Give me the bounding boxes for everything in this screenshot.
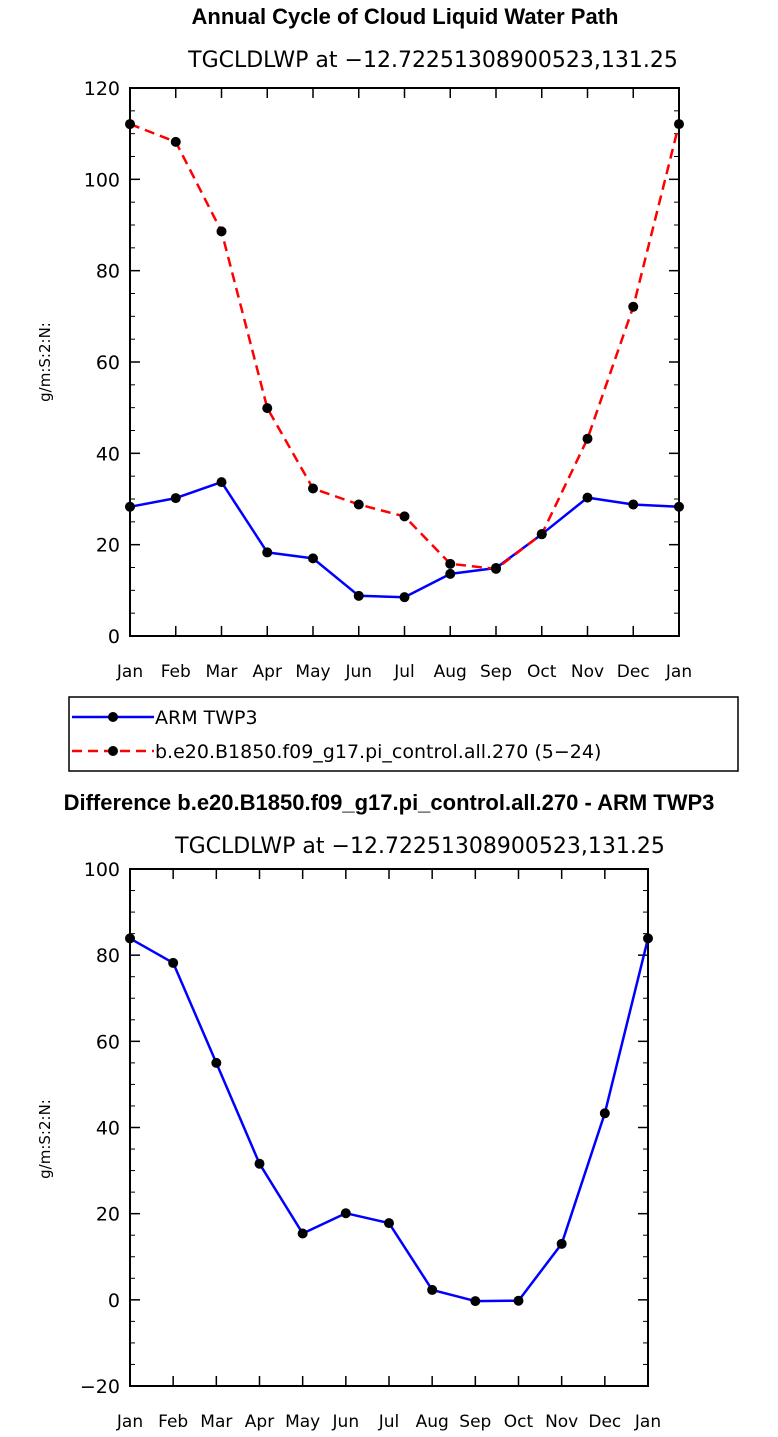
chart2-series-1-point: [513, 1295, 524, 1306]
chart2-ytick-label: 80: [96, 945, 120, 967]
chart1-series-1-point: [445, 568, 456, 579]
chart1-ytick-label: 80: [96, 261, 120, 283]
chart1-series-2-line: [129, 122, 681, 571]
chart2-xtick-label: Mar: [200, 1412, 232, 1432]
chart1-series-1-line: [129, 480, 680, 599]
chart2-series-1-point: [297, 1228, 308, 1239]
chart2-ytick-label: −20: [80, 1376, 120, 1398]
chart2-ytick-label: 0: [108, 1290, 120, 1312]
chart1-series-2-point: [445, 558, 456, 569]
chart2-xtick-label: Jun: [332, 1412, 360, 1432]
legend-label-series-2: b.e20.B1850.f09_g17.pi_control.all.270 (…: [155, 741, 601, 763]
chart1-xtick-label: Jul: [393, 662, 415, 682]
chart2-ytick-label: 100: [84, 859, 120, 881]
chart2-series-1-point: [125, 933, 135, 944]
chart2-series-1-point: [168, 957, 179, 968]
chart1-series-2-point: [582, 433, 593, 444]
chart1-series-1-point: [216, 477, 227, 488]
chart2-series-1-point: [340, 1208, 351, 1219]
chart2-ytick-label: 60: [96, 1031, 120, 1053]
chart1-xtick-label: Apr: [253, 662, 282, 682]
chart2-xtick-label: Dec: [588, 1412, 621, 1432]
chart1-y-axis-label: g/m:S:2:N:: [36, 322, 54, 402]
legend: ARM TWP3 b.e20.B1850.f09_g17.pi_control.…: [68, 696, 739, 772]
chart2-series-1-point: [427, 1284, 438, 1295]
chart2-xtick-label: Jan: [116, 1412, 143, 1432]
chart2-xtick-label: May: [285, 1412, 320, 1432]
chart2-y-axis-label: g/m:S:2:N:: [36, 1099, 54, 1179]
chart2-xtick-label: Aug: [416, 1412, 449, 1432]
chart1-series-1-point: [674, 501, 684, 512]
chart2-series-1-point: [556, 1238, 567, 1249]
chart1-ytick-label: 20: [96, 535, 120, 557]
chart1-series-1-point: [582, 492, 593, 503]
chart2-frame: [129, 868, 649, 1387]
chart1-series-1-point: [125, 501, 135, 512]
chart1-series-1-point: [628, 499, 639, 510]
legend-marker-series-2: [108, 746, 118, 756]
chart1-xtick-label: Jan: [116, 662, 143, 682]
chart2-ytick-label: 40: [96, 1118, 120, 1140]
chart1-series-2-point: [674, 119, 684, 130]
chart1-series-2-point: [353, 499, 364, 510]
chart1-ytick-label: 60: [96, 352, 120, 374]
chart2-plot: −20 0 20 40 60 80 100 Jan Feb Mar Apr May Jun Jul Aug S…: [80, 859, 661, 1432]
chart2-xtick-label: Sep: [459, 1412, 491, 1432]
chart1-series-2-point: [262, 403, 273, 414]
chart1-series-2-point: [628, 301, 639, 312]
chart2-series-1-point: [643, 933, 653, 944]
legend-box: [68, 696, 739, 772]
chart2-series-1-line: [129, 937, 650, 1303]
chart1-xtick-label: May: [295, 662, 330, 682]
chart1-xtick-label: Jan: [665, 662, 692, 682]
chart1-xtick-label: Feb: [161, 662, 191, 682]
chart1-xtick-label: Nov: [571, 662, 604, 682]
chart2-xtick-label: Jan: [634, 1412, 661, 1432]
chart1-ytick-label: 0: [108, 626, 120, 648]
chart1-series-2-point: [125, 119, 135, 130]
chart2-xtick-label: Apr: [245, 1412, 274, 1432]
chart2-series-1-point: [254, 1158, 265, 1169]
chart2-subtitle: TGCLDLWP at −12.72251308900523,131.25: [174, 834, 665, 859]
chart2-xtick-label: Feb: [158, 1412, 188, 1432]
chart1-title: Annual Cycle of Cloud Liquid Water Path: [192, 4, 619, 29]
chart1-series-1-point: [353, 590, 364, 601]
chart2-title: Difference b.e20.B1850.f09_g17.pi_contro…: [64, 790, 715, 815]
chart1-series-2-point: [216, 226, 227, 237]
chart1-series-2-point: [491, 563, 501, 574]
chart2-series-1-point: [599, 1108, 610, 1119]
chart1-xtick-label: Mar: [205, 662, 237, 682]
chart1-xtick-label: Oct: [527, 662, 557, 682]
chart2-series-1-point: [470, 1296, 481, 1307]
chart1-series-1-point: [308, 553, 318, 564]
chart1-xtick-label: Aug: [434, 662, 467, 682]
chart1-series-1-point: [170, 493, 181, 504]
chart1-series-1-point: [262, 547, 273, 558]
chart1-series-2-point: [399, 511, 410, 522]
chart1-xtick-label: Jun: [344, 662, 372, 682]
chart1-series-1-point: [399, 592, 410, 603]
chart1-ytick-label: 100: [84, 169, 120, 191]
chart1-frame: [129, 87, 680, 637]
chart1-subtitle: TGCLDLWP at −12.72251308900523,131.25: [187, 48, 678, 73]
chart1-series-2-point: [170, 136, 181, 147]
chart2-ytick-label: 20: [96, 1204, 120, 1226]
legend-label-series-1: ARM TWP3: [155, 707, 258, 729]
chart2-series-1-point: [384, 1218, 394, 1229]
chart2-xtick-label: Jul: [378, 1412, 400, 1432]
chart1-series-2-point: [536, 529, 547, 540]
chart2-xtick-label: Oct: [504, 1412, 534, 1432]
chart1-xtick-label: Sep: [480, 662, 512, 682]
chart1-ytick-label: 120: [84, 78, 120, 100]
chart1-ytick-label: 40: [96, 443, 120, 465]
legend-marker-series-1: [108, 712, 118, 722]
chart1-series-2-point: [308, 483, 318, 494]
chart2-series-1-point: [211, 1057, 222, 1068]
chart1-xtick-label: Dec: [617, 662, 650, 682]
chart2-xtick-label: Nov: [545, 1412, 578, 1432]
chart1-plot: 0 20 40 60 80 100 120 Jan Feb Mar Apr May Jun Jul Aug S…: [84, 78, 692, 682]
